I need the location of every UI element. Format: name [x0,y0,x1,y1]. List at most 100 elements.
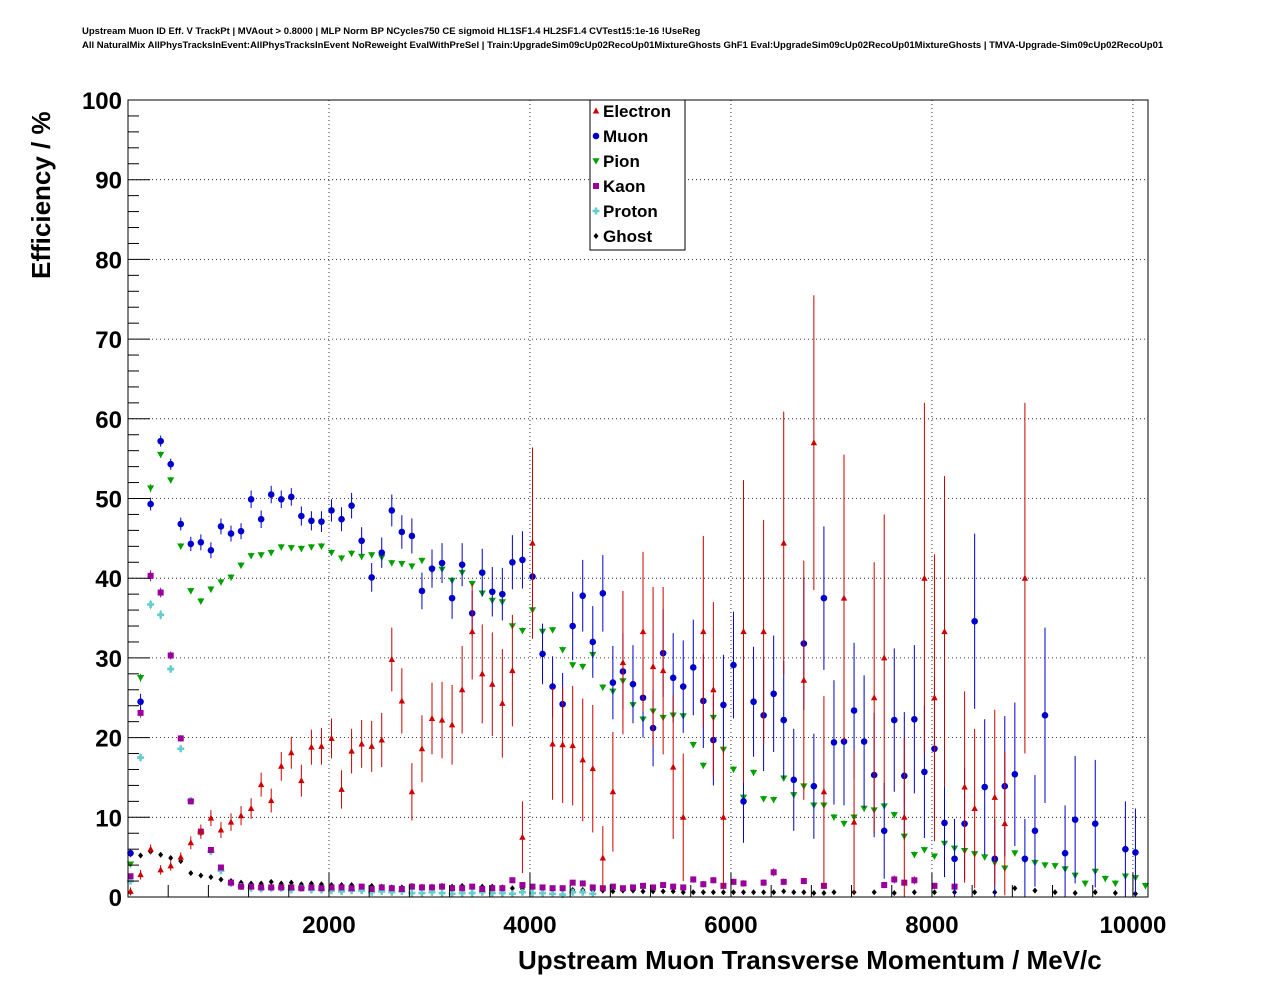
data-point [398,697,406,704]
data-point [308,517,315,525]
data-point [901,813,908,820]
data-point [288,749,295,756]
data-point [730,661,737,669]
data-point [761,889,767,896]
data-point [700,889,706,896]
data-point [418,587,426,595]
legend-label: Electron [603,102,671,121]
data-point [680,889,686,896]
data-point [358,553,366,561]
y-tick-label: 70 [95,327,122,354]
data-point [609,788,617,795]
data-point [267,549,275,557]
data-point [157,451,165,459]
data-point [860,805,868,813]
data-point [247,553,255,560]
data-point [278,762,285,769]
data-point [1061,849,1069,857]
data-point [629,680,637,688]
data-point [549,740,556,747]
data-point [589,884,596,891]
data-point [811,890,817,897]
data-point [187,540,195,548]
legend-box [589,99,686,251]
data-point [509,558,516,566]
data-point [137,754,145,762]
data-point [569,888,577,896]
data-point [508,890,516,898]
data-point [347,550,356,557]
data-point [298,512,305,520]
series-pion [126,451,1150,890]
x-tick-label: 10000 [1100,912,1167,939]
data-point [910,851,918,859]
data-point [559,741,566,748]
data-point [690,889,696,896]
data-point [599,854,607,861]
data-point [328,884,335,891]
data-point [670,883,677,890]
data-point [800,878,807,885]
legend-label: Proton [603,202,658,221]
y-tick-label: 10 [95,805,122,832]
data-point [549,683,556,690]
data-point [499,590,506,598]
data-point [781,888,787,895]
data-point [961,783,968,790]
data-point [991,793,998,800]
data-point [158,851,164,858]
data-point [488,588,496,596]
data-point [640,888,646,895]
data-point [238,883,245,890]
data-point [288,879,294,886]
data-point [509,877,516,884]
legend-label: Muon [603,127,648,146]
data-point [951,855,958,863]
data-point [458,561,466,568]
data-point [418,745,426,752]
data-point [217,826,225,833]
data-point [740,628,747,635]
x-tick-label: 8000 [905,912,958,939]
data-point [228,879,235,886]
data-point [629,884,636,891]
data-point [971,617,978,625]
data-point [880,827,888,835]
data-point [921,574,928,581]
data-point [548,627,557,634]
data-point [469,883,476,890]
data-point [217,867,225,875]
data-point [609,883,616,890]
data-point [780,539,787,546]
data-point [700,628,707,635]
data-point [408,788,416,795]
data-point [689,664,697,671]
data-point [268,878,274,885]
data-point [127,873,134,880]
data-point [569,879,576,886]
data-point [610,888,616,895]
data-point [207,547,215,554]
data-point [408,889,416,897]
data-point [368,742,375,749]
data-point [499,699,506,706]
data-point [770,690,777,698]
data-point [509,667,516,674]
data-point [1011,770,1019,778]
data-point [519,833,526,840]
data-point [207,846,214,853]
data-point [1101,875,1109,883]
data-point [800,676,808,683]
data-point [770,869,777,876]
data-point [207,814,215,821]
data-point [168,854,174,861]
x-tick-label: 4000 [503,912,556,939]
data-point [640,882,647,889]
data-point [1041,711,1049,719]
data-point [740,798,747,805]
data-point [408,883,415,890]
data-point [881,654,888,661]
y-tick-label: 0 [109,885,122,912]
data-point [850,818,858,825]
data-point [187,588,195,595]
